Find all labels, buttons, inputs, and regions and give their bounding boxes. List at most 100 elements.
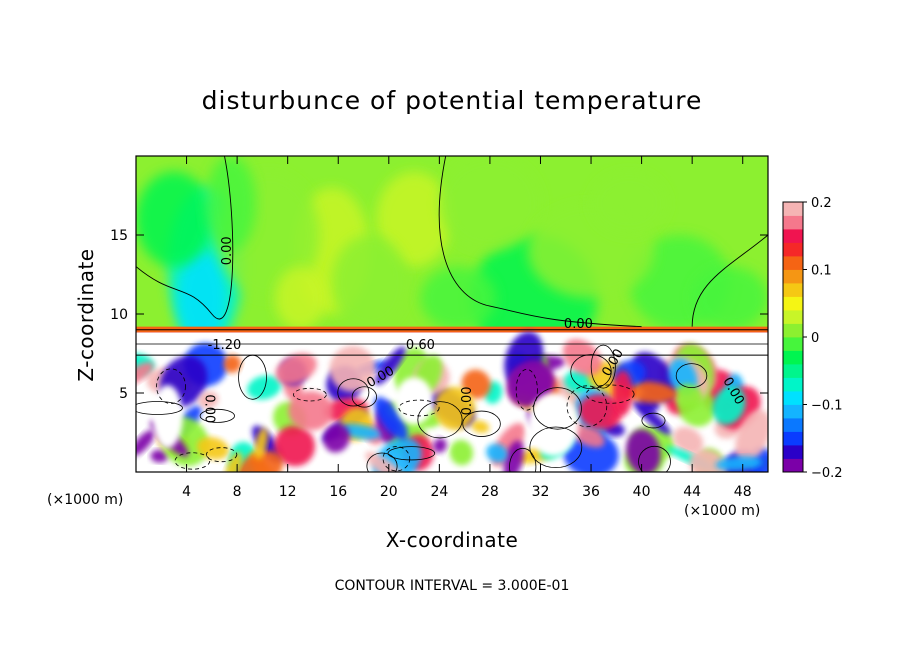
colorbar-tick-label: 0 <box>811 331 819 346</box>
x-tick-label: 32 <box>532 484 550 500</box>
y-tick-label: 10 <box>110 307 128 323</box>
contour-zero-left <box>136 156 234 320</box>
lower-blob <box>503 440 524 472</box>
colorbar-swatch <box>783 364 803 378</box>
x-tick-label: 8 <box>233 484 242 500</box>
colorbar-swatch <box>783 350 803 365</box>
colorbar-swatch <box>783 202 803 216</box>
contour-interval-note: CONTOUR INTERVAL = 3.000E-01 <box>334 578 570 594</box>
contour-loop <box>387 446 436 461</box>
x-tick-label: 28 <box>481 484 499 500</box>
lower-blob <box>136 362 154 387</box>
lower-blob <box>621 381 677 403</box>
contour-loop <box>337 378 370 407</box>
colorbar-swatch <box>783 215 803 230</box>
lower-blob <box>712 386 746 425</box>
colorbar-swatch <box>783 323 803 338</box>
lower-blob <box>365 451 409 472</box>
lower-blob <box>288 391 334 431</box>
white-core <box>527 393 579 457</box>
contour-loop <box>351 386 377 408</box>
contour-loop <box>590 344 616 389</box>
upper-blob <box>331 235 408 330</box>
x-tick-label: 24 <box>430 484 448 500</box>
x-tick-label: 44 <box>683 484 701 500</box>
upper-blob <box>591 171 667 235</box>
white-core <box>395 377 434 425</box>
colorbar-swatch <box>783 404 803 419</box>
lower-blob <box>689 449 728 472</box>
colorbar-swatch <box>783 431 803 446</box>
x-tick-label: 16 <box>329 484 347 500</box>
colorbar-tick-label: −0.1 <box>811 399 843 414</box>
lower-blob <box>225 452 243 472</box>
lower-blob <box>136 430 155 456</box>
colorbar-tick-label: −0.2 <box>811 466 843 481</box>
contour-loop <box>462 410 501 437</box>
lower-blob <box>198 391 219 409</box>
upper-blob <box>692 266 768 330</box>
contour-loop <box>199 408 235 423</box>
lower-blob <box>673 426 704 454</box>
x-tick-label: 36 <box>582 484 600 500</box>
lower-blob <box>461 369 491 399</box>
lower-blob <box>486 443 508 463</box>
contour-loop <box>509 447 537 472</box>
colorbar-swatch <box>783 458 803 473</box>
lower-blob <box>236 450 284 472</box>
upper-blob <box>439 156 541 251</box>
lower-blob <box>375 346 406 386</box>
lower-blob <box>434 386 476 431</box>
upper-blob <box>275 266 326 330</box>
x-axis-label: X-coordinate <box>385 528 519 552</box>
contour-loop <box>417 401 463 439</box>
contour-loop <box>515 368 538 411</box>
colorbar-swatch <box>783 283 803 297</box>
upper-blob <box>420 266 497 330</box>
colorbar-swatch <box>783 242 803 257</box>
colorbar-swatch <box>783 418 803 432</box>
contour-label: 0.60 <box>406 338 435 353</box>
colorbar-swatch <box>783 391 803 405</box>
lower-blob <box>247 375 282 400</box>
lower-blob <box>223 354 242 373</box>
contour-loop <box>238 354 267 400</box>
colorbar: 0.2 0.1 0 −0.1 −0.2 <box>782 196 843 481</box>
contour-loop <box>566 385 608 428</box>
y-tick-label: 5 <box>119 386 128 402</box>
lower-blob <box>329 345 376 392</box>
contour-loop <box>638 445 671 472</box>
lower-blob <box>612 370 633 416</box>
lower-blob <box>471 420 490 433</box>
white-core <box>152 385 183 449</box>
colorbar-swatch <box>783 229 803 243</box>
lower-blob <box>562 339 602 376</box>
contour-loop <box>675 363 708 389</box>
lower-blob <box>275 353 317 385</box>
lower-blob <box>750 447 768 472</box>
colorbar-tick-label: 0.2 <box>811 196 832 211</box>
colorbar-tick-label: 0.1 <box>811 264 832 279</box>
lower-blob <box>626 429 661 472</box>
lower-blob <box>735 409 768 463</box>
lower-blob <box>150 449 169 463</box>
x-unit-left: (×1000 m) <box>47 492 124 508</box>
colorbar-swatch <box>783 256 803 270</box>
colorbar-swatch <box>783 337 803 351</box>
lower-blob <box>578 394 623 430</box>
contour-label: 0.00 <box>202 394 217 423</box>
colorbar-swatch <box>783 445 803 459</box>
contour-label: -1.20 <box>208 338 242 353</box>
colorbar-swatch <box>783 296 803 311</box>
contour-loop <box>156 368 186 404</box>
upper-blob <box>176 250 228 346</box>
contour-loop <box>174 452 211 470</box>
lower-blob <box>449 439 474 466</box>
contour-label: 0.00 <box>564 317 593 332</box>
chart-title: disturbunce of potential temperature <box>201 86 703 115</box>
contour-loop <box>366 452 398 472</box>
contour-loop <box>136 401 183 415</box>
contour-loop <box>570 354 612 390</box>
